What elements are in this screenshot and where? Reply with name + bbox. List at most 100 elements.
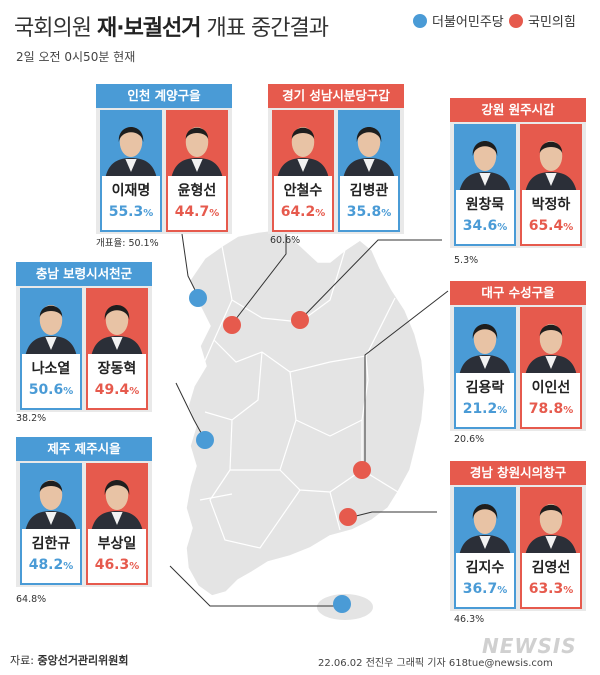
district-header: 충남 보령시서천군 — [16, 262, 152, 286]
candidate-right: 이인선 78.8% — [520, 307, 582, 429]
candidate-photo-icon — [102, 112, 160, 176]
count-progress-jeju: 64.8% — [16, 594, 47, 605]
count-progress-gyeonggi: 60.6% — [270, 235, 301, 246]
vote-share-unit: % — [497, 405, 508, 416]
candidate-name: 부상일 — [97, 536, 137, 552]
vote-share-value: 49.4 — [94, 382, 130, 398]
candidate-photo-icon — [274, 112, 332, 176]
candidate-left: 안철수 64.2% — [272, 110, 334, 232]
marker-boryeong — [196, 431, 214, 449]
vote-share-unit: % — [63, 561, 74, 572]
candidate-vote-share: 50.6% — [22, 382, 80, 398]
candidate-photo-icon — [456, 309, 514, 373]
candidate-name: 김지수 — [465, 560, 505, 576]
candidate-photo-icon — [522, 489, 580, 553]
candidate-left: 김용락 21.2% — [454, 307, 516, 429]
vote-share-unit: % — [563, 585, 574, 596]
candidate-vote-share: 34.6% — [456, 218, 514, 234]
district-header: 강원 원주시갑 — [450, 98, 586, 122]
candidate-panel: 김지수 36.7% 김영선 63.3% — [450, 485, 586, 611]
page-title: 국회의원 재·보궐선거 개표 중간결과 — [14, 10, 329, 42]
candidate-name: 김영선 — [531, 560, 571, 576]
vote-share-value: 55.3 — [108, 204, 144, 220]
timestamp: 2일 오전 0시50분 현재 — [16, 50, 136, 64]
legend-ppp-label: 국민의힘 — [528, 15, 576, 30]
candidate-right: 김영선 63.3% — [520, 487, 582, 609]
district-card-jeju: 제주 제주시을 김한규 48.2% 부상일 46.3% — [16, 437, 152, 587]
candidate-name: 나소열 — [31, 361, 71, 377]
vote-share-value: 78.8 — [528, 401, 564, 417]
vote-share-unit: % — [143, 208, 154, 219]
candidate-photo-icon — [88, 465, 146, 529]
dem-swatch-icon — [413, 13, 427, 28]
watermark: NEWSIS — [482, 634, 577, 658]
candidate-right: 부상일 46.3% — [86, 463, 148, 585]
candidate-panel: 김한규 48.2% 부상일 46.3% — [16, 461, 152, 587]
vote-share-value: 36.7 — [462, 581, 498, 597]
candidate-right: 장동혁 49.4% — [86, 288, 148, 410]
vote-share-value: 50.6 — [28, 382, 64, 398]
count-progress-chungnam: 38.2% — [16, 413, 47, 424]
candidate-name: 안철수 — [283, 183, 323, 199]
vote-share-unit: % — [563, 405, 574, 416]
candidate-left: 김한규 48.2% — [20, 463, 82, 585]
candidate-name: 장동혁 — [97, 361, 137, 377]
credit-line: 22.06.02 전진우 그래픽 기자 618tue@newsis.com — [318, 658, 553, 669]
district-card-gangwon: 강원 원주시갑 원창묵 34.6% 박정하 65.4% — [450, 98, 586, 248]
candidate-photo-icon — [168, 112, 226, 176]
candidate-right: 김병관 35.8% — [338, 110, 400, 232]
candidate-name: 박정하 — [531, 197, 571, 213]
candidate-name: 김용락 — [465, 380, 505, 396]
candidate-name: 이재명 — [111, 183, 151, 199]
vote-share-unit: % — [381, 208, 392, 219]
vote-share-unit: % — [563, 222, 574, 233]
candidate-left: 원창묵 34.6% — [454, 124, 516, 246]
candidate-photo-icon — [522, 126, 580, 190]
candidate-photo-icon — [88, 290, 146, 354]
vote-share-value: 44.7 — [174, 204, 210, 220]
candidate-photo-icon — [456, 126, 514, 190]
candidate-vote-share: 35.8% — [340, 204, 398, 220]
vote-share-value: 21.2 — [462, 401, 498, 417]
vote-share-unit: % — [129, 386, 140, 397]
candidate-panel: 김용락 21.2% 이인선 78.8% — [450, 305, 586, 431]
count-progress-daegu: 20.6% — [454, 434, 485, 445]
candidate-panel: 원창묵 34.6% 박정하 65.4% — [450, 122, 586, 248]
candidate-right: 윤형선 44.7% — [166, 110, 228, 232]
district-header: 대구 수성구을 — [450, 281, 586, 305]
vote-share-unit: % — [497, 585, 508, 596]
candidate-name: 이인선 — [531, 380, 571, 396]
legend-dem: 더불어민주당 — [413, 11, 504, 30]
candidate-right: 박정하 65.4% — [520, 124, 582, 246]
candidate-name: 김한규 — [31, 536, 71, 552]
vote-share-value: 64.2 — [280, 204, 316, 220]
marker-wonju — [291, 311, 309, 329]
candidate-panel: 나소열 50.6% 장동혁 49.4% — [16, 286, 152, 412]
district-header: 인천 계양구을 — [96, 84, 232, 108]
source-name: 중앙선거관리위원회 — [37, 654, 129, 667]
title-post: 개표 중간결과 — [200, 16, 329, 41]
candidate-photo-icon — [340, 112, 398, 176]
marker-incheon — [189, 289, 207, 307]
count-progress-incheon: 개표율: 50.1% — [96, 238, 159, 249]
candidate-vote-share: 21.2% — [456, 401, 514, 417]
vote-share-unit: % — [497, 222, 508, 233]
legend-dem-label: 더불어민주당 — [432, 15, 504, 30]
candidate-vote-share: 78.8% — [522, 401, 580, 417]
count-progress-gangwon: 5.3% — [454, 255, 479, 266]
vote-share-unit: % — [63, 386, 74, 397]
candidate-photo-icon — [22, 465, 80, 529]
candidate-vote-share: 55.3% — [102, 204, 160, 220]
ppp-swatch-icon — [509, 13, 523, 28]
vote-share-value: 34.6 — [462, 218, 498, 234]
district-header: 경남 창원시의창구 — [450, 461, 586, 485]
candidate-vote-share: 63.3% — [522, 581, 580, 597]
candidate-vote-share: 65.4% — [522, 218, 580, 234]
candidate-photo-icon — [522, 309, 580, 373]
candidate-panel: 안철수 64.2% 김병관 35.8% — [268, 108, 404, 234]
peninsula-land — [185, 229, 426, 597]
